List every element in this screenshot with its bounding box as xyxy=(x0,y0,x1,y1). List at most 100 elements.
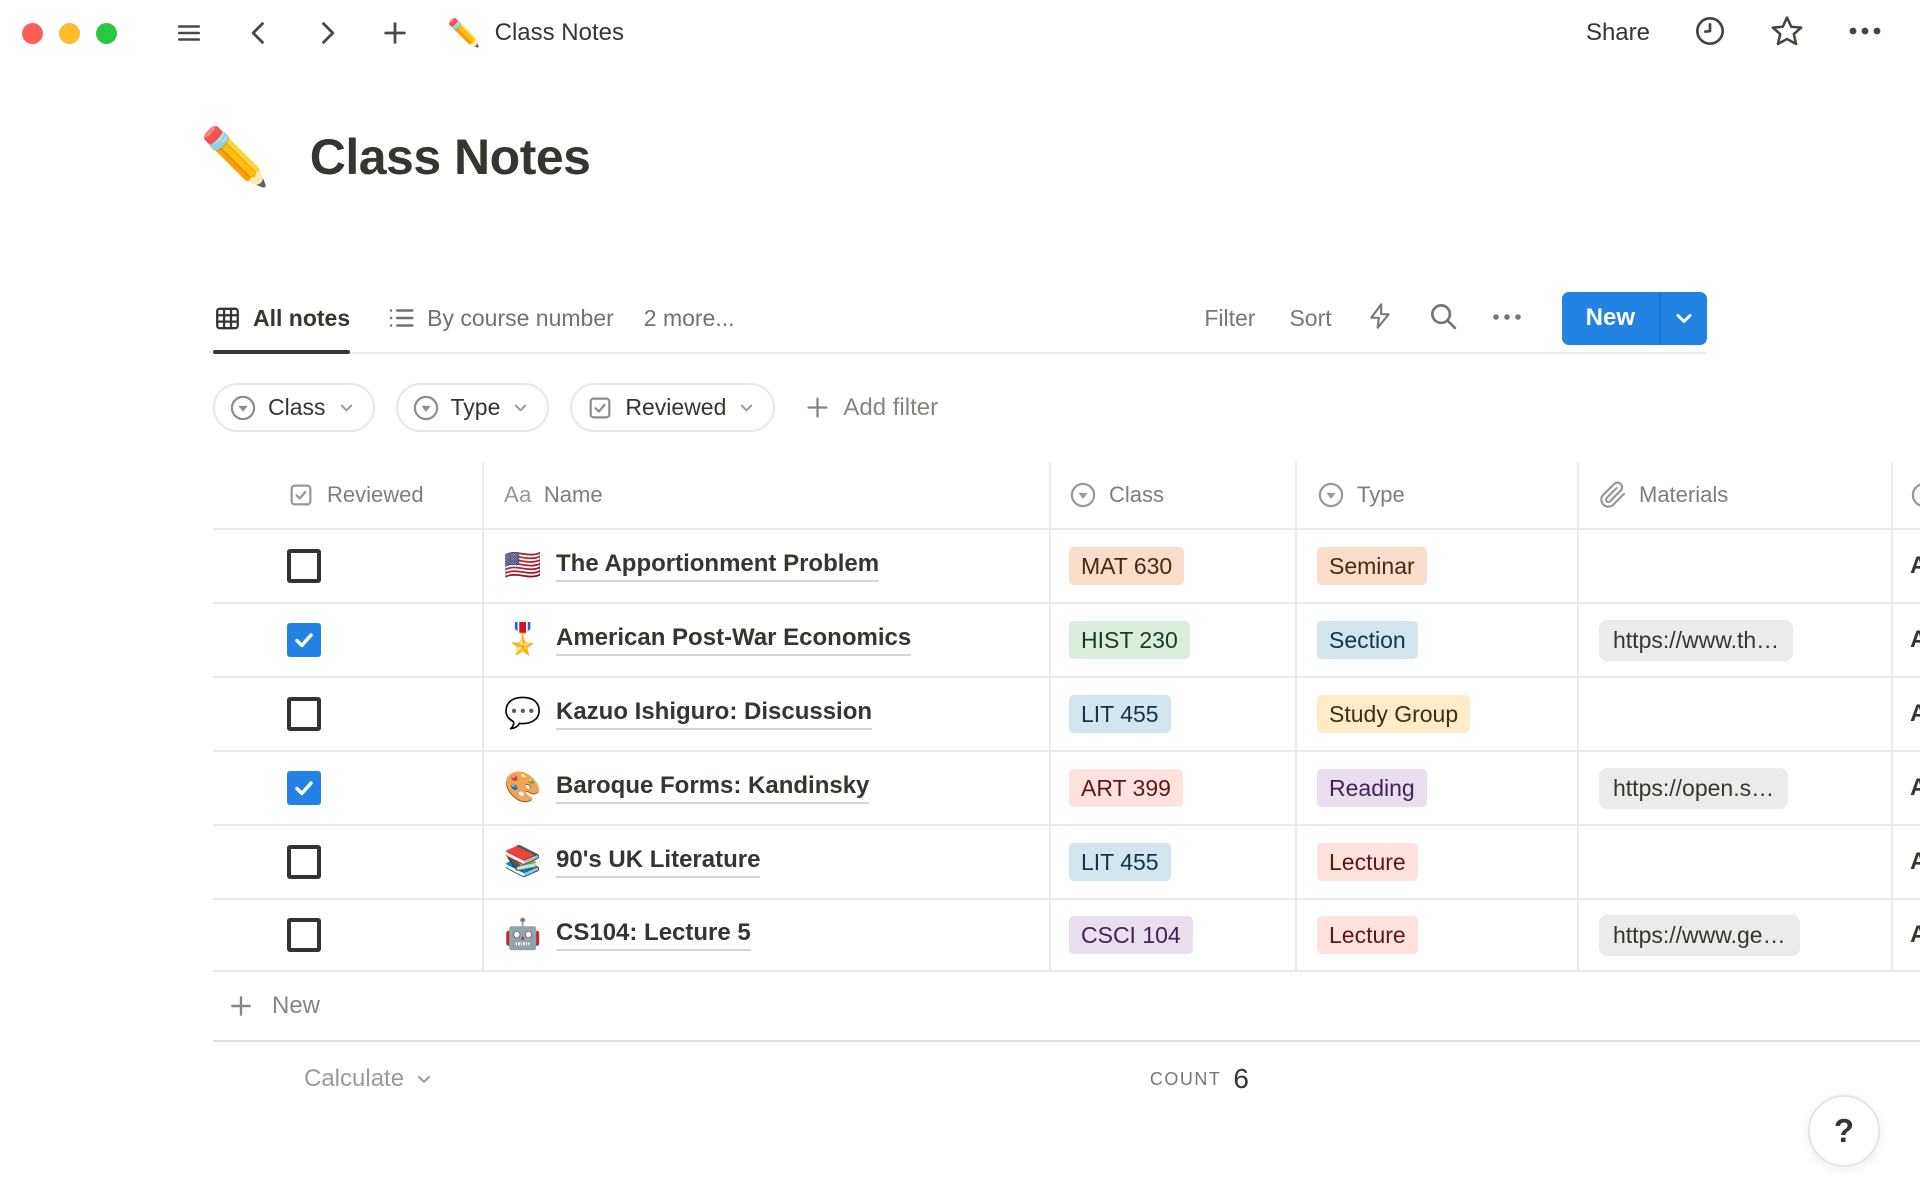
materials-cell[interactable]: https://www.ge… xyxy=(1579,900,1893,970)
breadcrumb[interactable]: ✏️ Class Notes xyxy=(447,19,624,47)
table-footer: Calculate COUNT 6 xyxy=(213,1042,1920,1116)
clipped-text: A xyxy=(1910,921,1920,948)
filter-button[interactable]: Filter xyxy=(1204,304,1256,331)
count-calculation[interactable]: COUNT 6 xyxy=(1150,1042,1249,1116)
close-window-button[interactable] xyxy=(22,22,43,44)
filter-chip-type[interactable]: Type xyxy=(395,383,550,432)
add-filter-button[interactable]: Add filter xyxy=(804,394,938,422)
view-options-icon[interactable] xyxy=(1492,309,1522,327)
traffic-lights xyxy=(22,22,117,44)
name-cell[interactable]: 🎨 Baroque Forms: Kandinsky xyxy=(484,752,1051,824)
zoom-window-button[interactable] xyxy=(96,22,117,44)
checkbox-unchecked[interactable] xyxy=(287,918,321,952)
help-button[interactable]: ? xyxy=(1808,1095,1880,1167)
new-entry-dropdown-icon[interactable] xyxy=(1661,292,1707,345)
name-cell[interactable]: 📚 90's UK Literature xyxy=(484,826,1051,898)
tab-by-course-number[interactable]: By course number xyxy=(386,282,614,354)
table-row[interactable]: 🎖️ American Post-War Economics HIST 230 Sec… xyxy=(213,602,1920,676)
class-cell[interactable]: LIT 455 xyxy=(1051,678,1297,750)
column-header-clipped[interactable] xyxy=(1893,462,1920,528)
materials-cell[interactable]: https://www.th… xyxy=(1579,604,1893,676)
type-cell[interactable]: Lecture xyxy=(1297,900,1579,970)
forward-icon[interactable] xyxy=(313,19,341,47)
class-cell[interactable]: MAT 630 xyxy=(1051,530,1297,602)
add-row-button[interactable]: New xyxy=(213,972,1920,1042)
column-header-materials[interactable]: Materials xyxy=(1579,462,1893,528)
clipped-text: A xyxy=(1910,552,1920,579)
share-button[interactable]: Share xyxy=(1585,19,1650,46)
class-cell[interactable]: HIST 230 xyxy=(1051,604,1297,676)
class-cell[interactable]: LIT 455 xyxy=(1051,826,1297,898)
column-label: Class xyxy=(1109,482,1165,507)
materials-cell[interactable] xyxy=(1579,678,1893,750)
tab-label: By course number xyxy=(427,304,614,331)
checkbox-checked[interactable] xyxy=(287,771,321,805)
column-header-reviewed[interactable]: Reviewed xyxy=(213,462,484,528)
search-icon[interactable] xyxy=(1428,301,1458,336)
calculate-dropdown[interactable]: Calculate xyxy=(304,1042,434,1116)
name-cell[interactable]: 💬 Kazuo Ishiguro: Discussion xyxy=(484,678,1051,750)
filter-chip-reviewed[interactable]: Reviewed xyxy=(570,383,776,432)
help-question-mark: ? xyxy=(1833,1112,1855,1149)
column-header-name[interactable]: Aa Name xyxy=(484,462,1051,528)
automations-zap-icon[interactable] xyxy=(1366,302,1394,335)
updates-clock-icon[interactable] xyxy=(1694,15,1726,52)
checkbox-unchecked[interactable] xyxy=(287,697,321,731)
class-cell[interactable]: CSCI 104 xyxy=(1051,900,1297,970)
type-cell[interactable]: Section xyxy=(1297,604,1579,676)
name-cell[interactable]: 🎖️ American Post-War Economics xyxy=(484,604,1051,676)
checkbox-checked[interactable] xyxy=(287,623,321,657)
class-tag: CSCI 104 xyxy=(1069,916,1193,954)
table-row[interactable]: 🇺🇸 The Apportionment Problem MAT 630 Semina… xyxy=(213,528,1920,602)
sidebar-menu-icon[interactable] xyxy=(173,20,205,46)
window-titlebar: ✏️ Class Notes Share xyxy=(0,0,1920,66)
favorite-star-icon[interactable] xyxy=(1770,14,1804,53)
page-emoji[interactable]: ✏️ xyxy=(200,125,270,188)
table-row[interactable]: 🎨 Baroque Forms: Kandinsky ART 399 Reading h… xyxy=(213,750,1920,824)
sort-button[interactable]: Sort xyxy=(1289,304,1332,331)
table-row[interactable]: 📚 90's UK Literature LIT 455 Lecture A xyxy=(213,824,1920,898)
page-link[interactable]: The Apportionment Problem xyxy=(556,550,880,582)
table-row[interactable]: 💬 Kazuo Ishiguro: Discussion LIT 455 Study … xyxy=(213,676,1920,750)
new-entry-button[interactable]: New xyxy=(1585,304,1635,331)
new-entry-split-button: New xyxy=(1561,291,1707,345)
type-cell[interactable]: Seminar xyxy=(1297,530,1579,602)
new-page-icon[interactable] xyxy=(381,19,409,47)
view-toolbar: All notes By course number 2 more... Filt… xyxy=(213,282,1707,354)
column-label: Reviewed xyxy=(327,482,424,507)
page-link[interactable]: Baroque Forms: Kandinsky xyxy=(556,772,870,804)
back-icon[interactable] xyxy=(245,19,273,47)
more-views-button[interactable]: 2 more... xyxy=(643,304,735,331)
page-link[interactable]: CS104: Lecture 5 xyxy=(556,919,751,951)
column-header-class[interactable]: Class xyxy=(1051,462,1297,528)
page-link[interactable]: American Post-War Economics xyxy=(556,624,912,656)
class-tag: LIT 455 xyxy=(1069,695,1171,733)
table-row[interactable]: 🤖 CS104: Lecture 5 CSCI 104 Lecture https://… xyxy=(213,898,1920,972)
materials-link[interactable]: https://open.s… xyxy=(1599,767,1789,809)
column-header-type[interactable]: Type xyxy=(1297,462,1579,528)
filter-chip-class[interactable]: Class xyxy=(213,383,375,432)
page-link[interactable]: 90's UK Literature xyxy=(556,846,761,878)
page-link[interactable]: Kazuo Ishiguro: Discussion xyxy=(556,698,873,730)
materials-link[interactable]: https://www.th… xyxy=(1599,619,1794,661)
type-cell[interactable]: Lecture xyxy=(1297,826,1579,898)
materials-link[interactable]: https://www.ge… xyxy=(1599,914,1800,956)
class-cell[interactable]: ART 399 xyxy=(1051,752,1297,824)
more-options-icon[interactable] xyxy=(1848,24,1882,42)
new-button-divider xyxy=(1659,291,1661,345)
name-cell[interactable]: 🇺🇸 The Apportionment Problem xyxy=(484,530,1051,602)
materials-cell[interactable]: https://open.s… xyxy=(1579,752,1893,824)
checkbox-unchecked[interactable] xyxy=(287,845,321,879)
type-cell[interactable]: Reading xyxy=(1297,752,1579,824)
page-title[interactable]: Class Notes xyxy=(309,129,591,185)
type-cell[interactable]: Study Group xyxy=(1297,678,1579,750)
checkbox-unchecked[interactable] xyxy=(287,549,321,583)
name-cell[interactable]: 🤖 CS104: Lecture 5 xyxy=(484,900,1051,970)
chip-label: Class xyxy=(268,394,326,420)
minimize-window-button[interactable] xyxy=(59,22,80,44)
tab-all-notes[interactable]: All notes xyxy=(213,282,351,354)
materials-cell[interactable] xyxy=(1579,826,1893,898)
doc-emoji: ✏️ xyxy=(447,17,481,48)
select-property-icon xyxy=(229,394,257,422)
materials-cell[interactable] xyxy=(1579,530,1893,602)
